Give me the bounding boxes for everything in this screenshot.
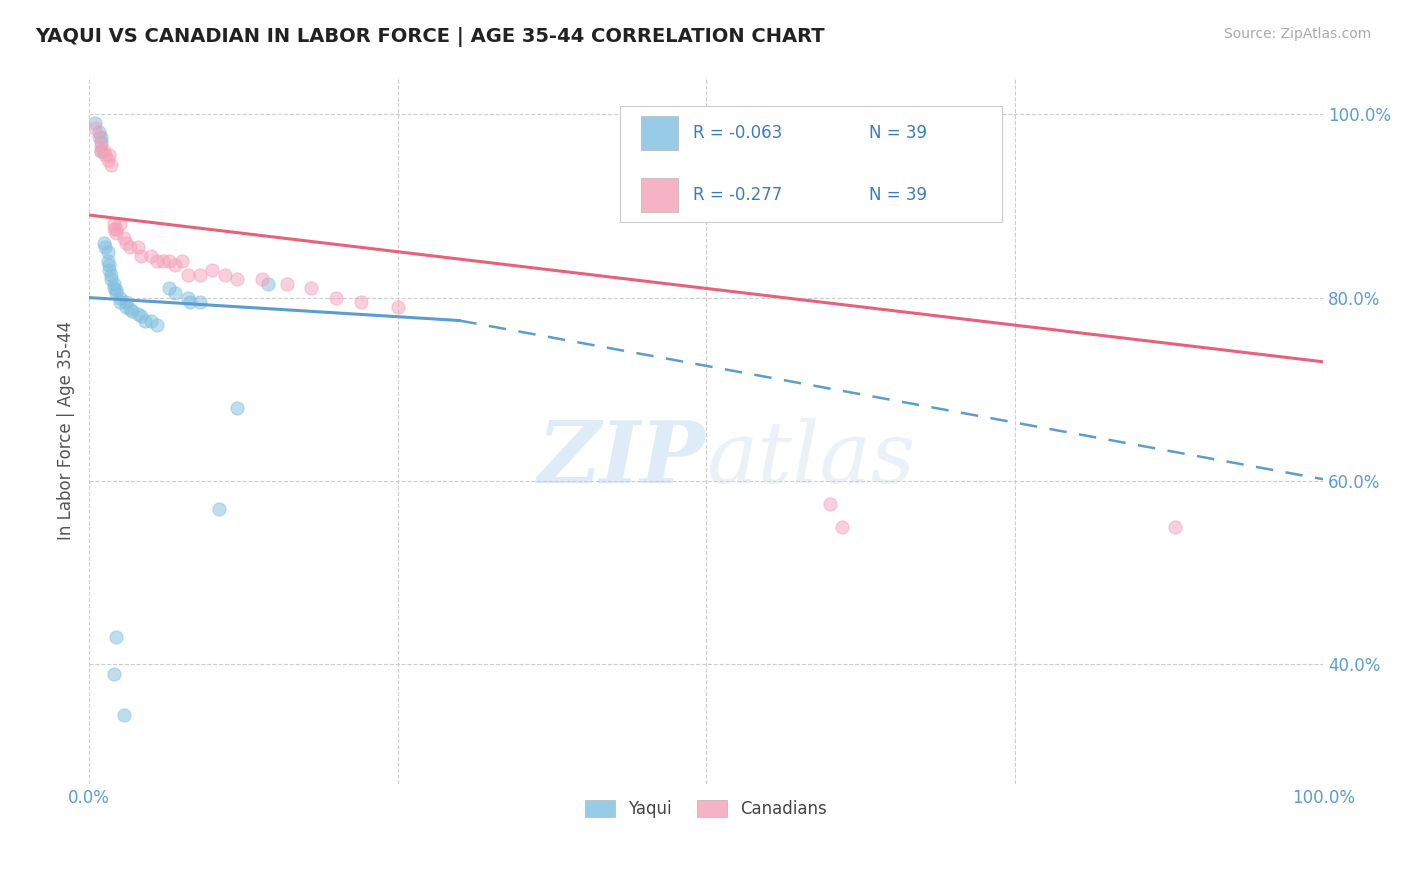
Y-axis label: In Labor Force | Age 35-44: In Labor Force | Age 35-44 [58, 321, 75, 541]
Point [276, 277, 298, 291]
Point [121, 304, 143, 318]
Point [129, 249, 152, 263]
Point [170, 253, 193, 268]
Point [103, 281, 125, 295]
Bar [641, 116, 678, 150]
Point [177, 291, 200, 305]
Text: ZIP: ZIP [538, 417, 706, 500]
Point [90, 139, 112, 153]
Point [139, 313, 162, 327]
Legend: Yaqui, Canadians: Yaqui, Canadians [578, 793, 834, 825]
Point [100, 268, 122, 282]
Point [97, 148, 120, 162]
Point [257, 277, 280, 291]
Point [208, 501, 231, 516]
Point [94, 148, 117, 162]
Point [146, 253, 169, 268]
Point [90, 144, 112, 158]
Point [97, 253, 120, 268]
Point [100, 158, 122, 172]
Point [103, 666, 125, 681]
Point [103, 217, 125, 231]
Point [139, 249, 162, 263]
Text: atlas: atlas [706, 417, 915, 500]
Text: Source: ZipAtlas.com: Source: ZipAtlas.com [1223, 27, 1371, 41]
Point [1164, 520, 1187, 534]
Point [179, 295, 201, 310]
Point [214, 268, 236, 282]
Point [97, 263, 120, 277]
Point [105, 227, 128, 241]
Point [152, 253, 174, 268]
Point [134, 313, 156, 327]
Point [387, 300, 409, 314]
Point [108, 217, 131, 231]
Point [90, 144, 112, 158]
Point [90, 130, 112, 145]
Point [90, 135, 112, 149]
Point [165, 285, 187, 300]
Point [831, 520, 853, 534]
Point [87, 126, 110, 140]
Point [818, 497, 841, 511]
Text: R = -0.277: R = -0.277 [693, 186, 782, 203]
Point [103, 221, 125, 235]
Point [97, 153, 120, 167]
Point [188, 295, 211, 310]
Point [84, 120, 107, 135]
Point [325, 291, 347, 305]
Point [100, 272, 122, 286]
Point [349, 295, 371, 310]
Point [94, 240, 117, 254]
Point [97, 244, 120, 259]
Point [127, 240, 149, 254]
Point [226, 401, 249, 415]
Point [188, 268, 211, 282]
Point [226, 272, 249, 286]
Point [157, 281, 180, 295]
Point [129, 309, 152, 323]
Point [115, 235, 138, 250]
Point [127, 307, 149, 321]
Point [108, 291, 131, 305]
Point [87, 130, 110, 145]
Point [93, 144, 115, 158]
Text: N = 39: N = 39 [869, 124, 927, 142]
Point [105, 283, 128, 297]
Point [97, 259, 120, 273]
Text: R = -0.063: R = -0.063 [693, 124, 782, 142]
Point [112, 708, 135, 723]
Point [108, 295, 131, 310]
Point [103, 277, 125, 291]
Point [177, 268, 200, 282]
Point [93, 235, 115, 250]
Point [105, 285, 128, 300]
Text: N = 39: N = 39 [869, 186, 927, 203]
Point [118, 301, 141, 316]
Bar [641, 178, 678, 211]
Point [115, 295, 138, 310]
Point [105, 630, 128, 644]
Point [84, 116, 107, 130]
Point [118, 240, 141, 254]
Text: YAQUI VS CANADIAN IN LABOR FORCE | AGE 35-44 CORRELATION CHART: YAQUI VS CANADIAN IN LABOR FORCE | AGE 3… [35, 27, 825, 46]
Point [115, 300, 138, 314]
FancyBboxPatch shape [620, 105, 1002, 222]
Point [105, 221, 128, 235]
Point [165, 259, 187, 273]
Point [250, 272, 273, 286]
Point [299, 281, 322, 295]
Point [201, 263, 224, 277]
Point [146, 318, 169, 332]
Point [112, 231, 135, 245]
Point [157, 253, 180, 268]
